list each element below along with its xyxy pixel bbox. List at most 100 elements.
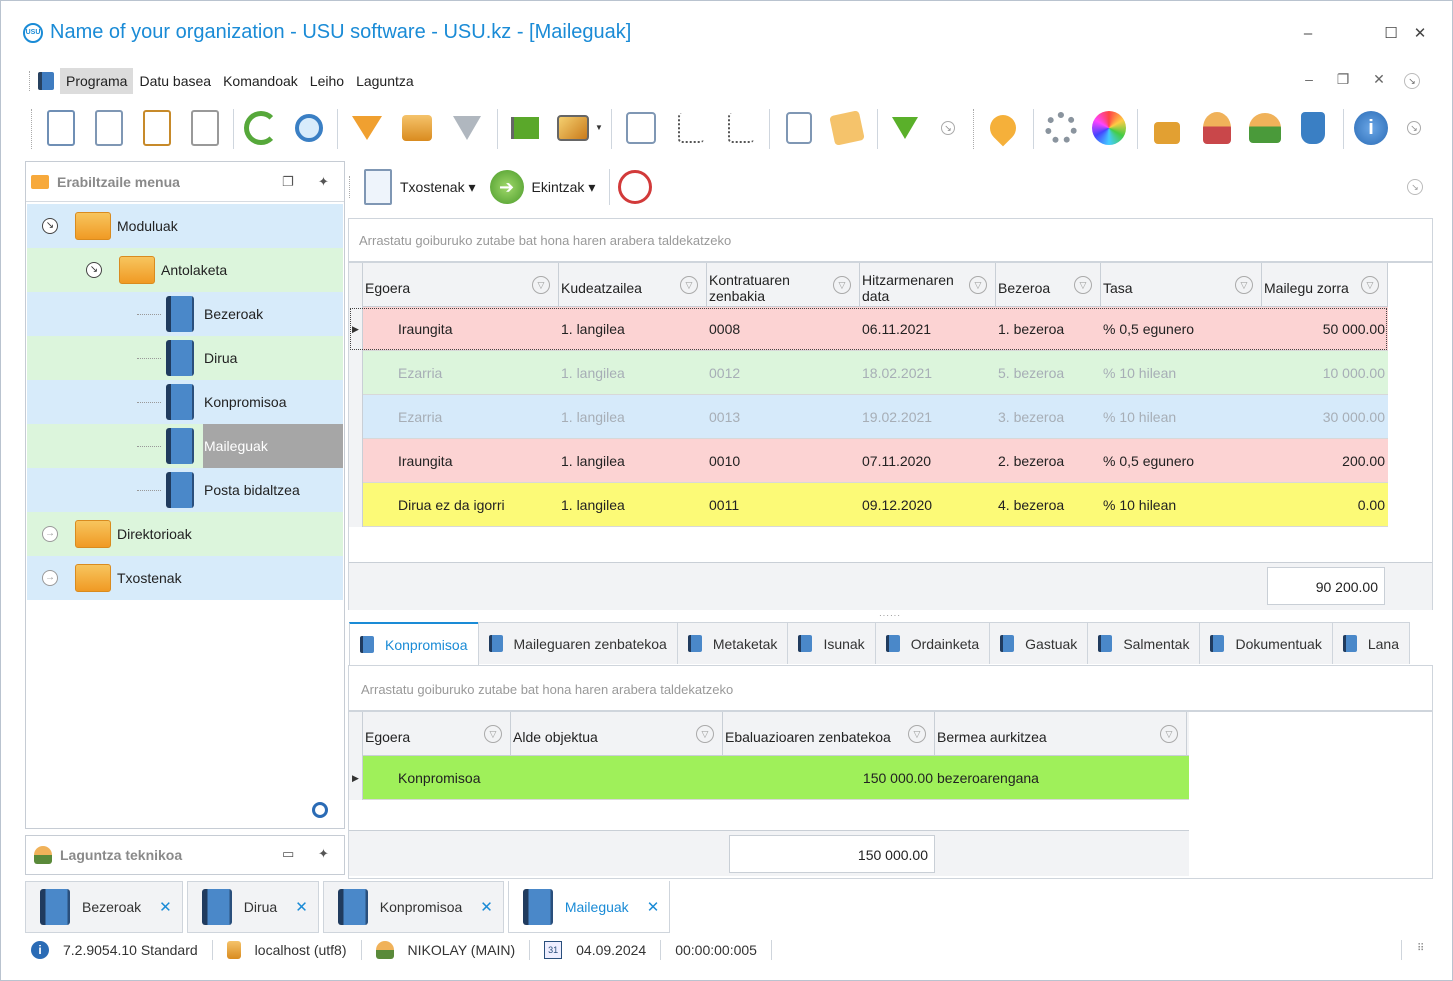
close-tab-icon[interactable]: ✕ [480,899,493,916]
mdi-restore-icon[interactable]: ❐ [1336,71,1350,87]
filter-icon[interactable] [345,105,389,151]
tab-lana[interactable]: Lana [1331,622,1411,664]
column-header-ebaluazioaren-zenbatekoa[interactable]: Ebaluazioaren zenbatekoa ▽ [723,712,935,756]
refresh-icon[interactable] [239,105,283,151]
panel-float-icon[interactable]: ❐ [282,174,294,189]
menu-leiho[interactable]: Leiho [309,73,345,89]
panel-minimize-icon[interactable]: ▭ [282,846,295,861]
filter-icon[interactable]: ▽ [1235,276,1253,294]
actions-icon[interactable]: ➔ [489,170,524,204]
filter-icon[interactable]: ▽ [969,276,987,294]
plugin-icon[interactable] [1291,105,1335,151]
tab-gastuak[interactable]: Gastuak [989,622,1089,664]
filter-icon[interactable]: ▽ [696,725,714,743]
actions-dropdown[interactable]: Ekintzak ▾ [531,178,596,195]
users-group-icon[interactable] [1243,105,1287,151]
expand-icon[interactable]: → [42,526,58,542]
filter-icon[interactable]: ▽ [1361,276,1379,294]
map-pin-icon[interactable] [981,105,1025,151]
panel-splitter[interactable]: ······ [879,611,901,620]
color-wheel-icon[interactable] [1087,105,1131,151]
expand-tree-icon[interactable] [669,105,713,151]
image-dropdown-icon[interactable]: ▼ [595,123,603,132]
minimize-icon[interactable]: – [1303,25,1313,42]
search-icon[interactable] [312,802,328,818]
tab-metaketak[interactable]: Metaketak [676,622,789,664]
tree-item-konpromisoa[interactable]: Konpromisoa [27,380,343,424]
delete-record-icon[interactable] [183,105,227,151]
user-icon[interactable] [1195,105,1239,151]
filter-icon[interactable]: ▽ [532,276,550,294]
table-row[interactable]: ▶ Iraungita 1. langilea 0008 06.11.2021 … [349,307,1388,351]
tree-item-dirua[interactable]: Dirua [27,336,343,380]
menu-collapse-icon[interactable]: ↘ [1404,73,1420,89]
reports-dropdown[interactable]: Txostenak ▾ [400,178,476,195]
table-row[interactable]: Ezarria 1. langilea 0012 18.02.2021 5. b… [349,351,1388,395]
tab-dokumentuak[interactable]: Dokumentuak [1199,622,1333,664]
column-header-kontratuaren-zenbakia[interactable]: Kontratuaren zenbakia ▽ [707,263,860,307]
menu-datu-basea[interactable]: Datu basea [139,73,212,89]
menu-laguntza[interactable]: Laguntza [356,73,414,89]
column-header-hitzarmenaren-data[interactable]: Hitzarmenaren data ▽ [860,263,996,307]
menu-komandoak[interactable]: Komandoak [223,73,298,89]
filter-icon[interactable]: ▽ [908,725,926,743]
collapse-icon[interactable]: ↘ [86,262,102,278]
close-tab-icon[interactable]: ✕ [646,898,660,916]
copy-record-icon[interactable] [87,105,131,151]
collapse-icon[interactable]: ↘ [42,218,58,234]
panel-pin-icon[interactable]: ✦ [318,174,329,189]
flag-icon[interactable] [503,105,547,151]
resize-grip-icon[interactable]: ⠿ [1417,943,1425,954]
filter-apply-icon[interactable] [445,105,489,151]
column-header-egoera[interactable]: Egoera ▽ [363,263,559,307]
table-row[interactable]: Dirua ez da igorri 1. langilea 0011 09.1… [349,483,1388,527]
tree-item-maileguak[interactable]: Maileguak [27,424,343,468]
column-header-mailegu-zorra[interactable]: Mailegu zorra ▽ [1262,263,1388,307]
add-row-icon[interactable] [777,105,821,151]
maximize-icon[interactable]: ☐ [1384,25,1398,42]
tree-item-moduluak[interactable]: ↘ Moduluak [27,204,343,248]
column-header-tasa[interactable]: Tasa ▽ [1101,263,1262,307]
menu-programa[interactable]: Programa [60,68,134,94]
filter-icon[interactable]: ▽ [484,725,502,743]
column-header-bermea-aurkitzea[interactable]: Bermea aurkitzea ▽ [935,712,1187,756]
filter-icon[interactable]: ▽ [1074,276,1092,294]
doc-tab-maileguak[interactable]: Maileguak ✕ [507,881,671,933]
table-row[interactable]: Ezarria 1. langilea 0013 19.02.2021 3. b… [349,395,1388,439]
doc-tab-dirua[interactable]: Dirua ✕ [186,881,319,933]
mdi-minimize-icon[interactable]: – [1305,71,1313,87]
tree-item-posta-bidaltzea[interactable]: Posta bidaltzea [27,468,343,512]
tree-item-antolaketa[interactable]: ↘ Antolaketa [27,248,343,292]
tab-ordainketa[interactable]: Ordainketa [874,622,991,664]
column-header-kudeatzailea[interactable]: Kudeatzailea ▽ [559,263,707,307]
tree-item-direktorioak[interactable]: → Direktorioak [27,512,343,556]
add-column-icon[interactable] [619,105,663,151]
column-header-alde-objektua[interactable]: Alde objektua ▽ [511,712,723,756]
download-icon[interactable] [883,105,927,151]
column-header-egoera[interactable]: Egoera ▽ [363,712,511,756]
close-tab-icon[interactable]: ✕ [295,899,308,916]
tab-konpromisoa[interactable]: Konpromisoa [349,622,479,665]
column-header-bezeroa[interactable]: Bezeroa ▽ [996,263,1101,307]
timer-clock-icon[interactable] [618,170,653,204]
edit-record-icon[interactable] [135,105,179,151]
group-by-area[interactable]: Arrastatu goiburuko zutabe bat hona hare… [348,218,1433,262]
image-icon[interactable] [551,105,595,151]
close-icon[interactable]: ✕ [1413,25,1427,42]
settings-gear-icon[interactable] [1039,105,1083,151]
filter-columns-icon[interactable] [395,105,439,151]
tab-isunak[interactable]: Isunak [787,622,876,664]
mdi-close-icon[interactable]: ✕ [1373,71,1385,87]
panel-pin-icon[interactable]: ✦ [318,846,329,861]
filter-icon[interactable]: ▽ [680,276,698,294]
tree-item-bezeroak[interactable]: Bezeroak [27,292,343,336]
toolbar-collapse-icon[interactable]: ↘ [1407,121,1421,135]
collapse-tree-icon[interactable] [719,105,763,151]
add-record-icon[interactable] [39,105,83,151]
doc-tab-konpromisoa[interactable]: Konpromisoa ✕ [322,881,504,933]
report-icon[interactable] [364,169,392,205]
detail-group-by-area[interactable]: Arrastatu goiburuko zutabe bat hona hare… [348,665,1433,711]
close-tab-icon[interactable]: ✕ [159,899,172,916]
info-icon[interactable]: i [1349,105,1393,151]
table-row[interactable]: ▶ Konpromisoa 150 000.00 bezeroarengana [349,756,1189,800]
